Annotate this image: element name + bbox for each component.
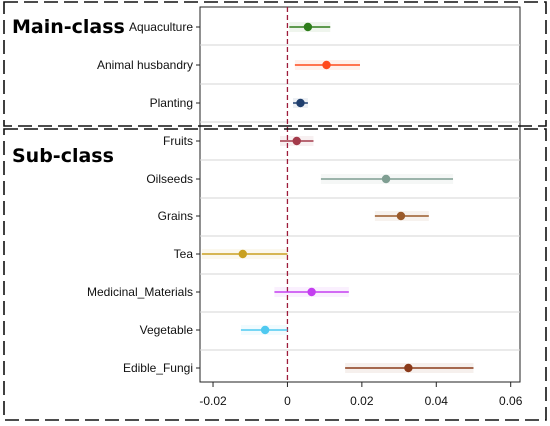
point-planting bbox=[296, 98, 305, 108]
group-frame-sub-class bbox=[3, 128, 547, 421]
point-tea bbox=[238, 249, 247, 259]
group-label-main-class: Main-class bbox=[12, 16, 125, 38]
x-tick-label: 0 bbox=[284, 394, 291, 408]
category-label-grains: Grains bbox=[158, 209, 193, 223]
group-label-sub-class: Sub-class bbox=[12, 145, 114, 167]
marks-layer bbox=[201, 22, 474, 373]
category-label-aquaculture: Aquaculture bbox=[129, 20, 193, 34]
category-labels: Aquaculture Animal husbandry Planting Fruit… bbox=[87, 20, 200, 375]
group-frame-main-class bbox=[3, 1, 547, 127]
x-tick-label: 0.04 bbox=[425, 394, 449, 408]
point-oilseeds bbox=[381, 174, 391, 184]
category-label-medicinal-materials: Medicinal_Materials bbox=[87, 285, 193, 299]
grid-layer bbox=[200, 44, 520, 351]
category-label-oilseeds: Oilseeds bbox=[146, 172, 193, 186]
point-edible-fungi bbox=[404, 363, 413, 373]
point-grains bbox=[396, 211, 406, 221]
x-tick-label: 0.06 bbox=[499, 394, 523, 408]
plot-frame bbox=[199, 6, 521, 383]
category-label-fruits: Fruits bbox=[163, 134, 193, 148]
category-label-vegetable: Vegetable bbox=[140, 323, 194, 337]
x-tick-label: -0.02 bbox=[199, 394, 227, 408]
point-medicinal-materials bbox=[307, 287, 316, 297]
x-axis: -0.02 0 0.02 0.04 0.06 bbox=[199, 382, 523, 408]
category-label-animal-husbandry: Animal husbandry bbox=[97, 58, 193, 72]
category-label-tea: Tea bbox=[174, 247, 194, 261]
point-animal-husbandry bbox=[322, 60, 331, 70]
category-label-edible-fungi: Edible_Fungi bbox=[123, 361, 193, 375]
point-vegetable bbox=[260, 325, 270, 335]
category-label-planting: Planting bbox=[150, 96, 193, 110]
x-tick-label: 0.02 bbox=[350, 394, 374, 408]
point-aquaculture bbox=[303, 22, 313, 32]
point-fruits bbox=[292, 136, 301, 146]
